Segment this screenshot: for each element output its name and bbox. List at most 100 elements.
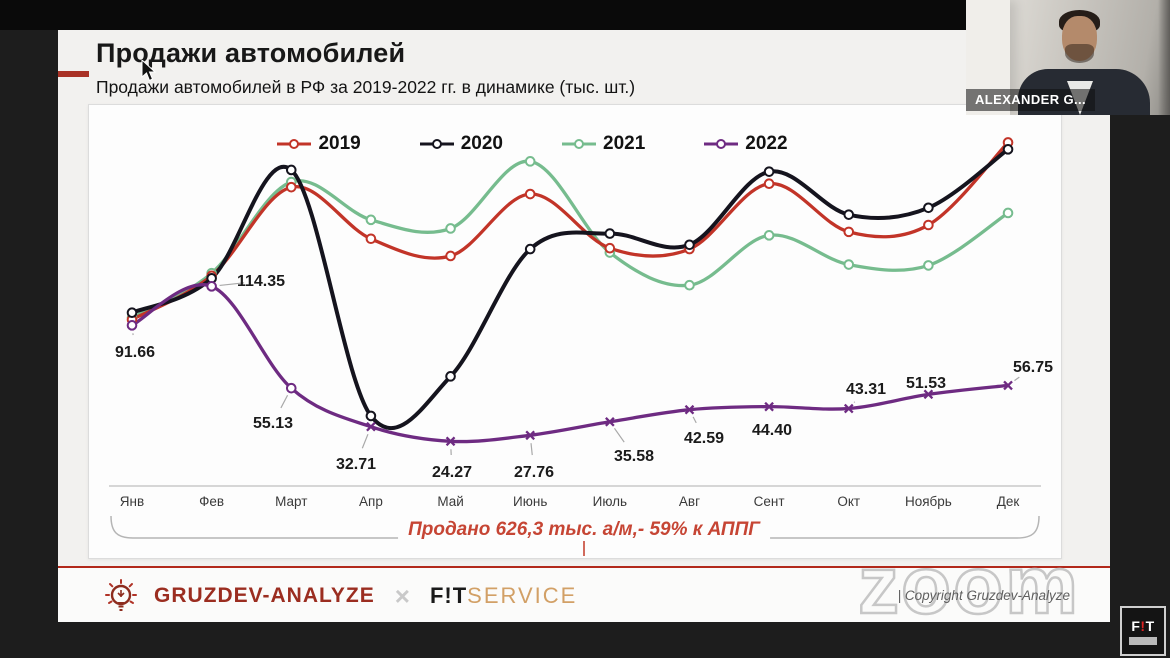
label-leader-line (853, 401, 856, 403)
data-label: 27.76 (514, 464, 554, 481)
slide-title: Продажи автомобилей (96, 38, 406, 68)
data-label: 32.71 (336, 456, 376, 473)
x-tick-label: Дек (997, 494, 1020, 509)
data-point-2021 (524, 156, 536, 167)
data-point-2022 (764, 401, 774, 412)
data-point-2020 (923, 202, 934, 214)
legend-label: 2020 (460, 133, 503, 154)
data-point-2019 (604, 242, 616, 254)
legend-label: 2021 (603, 133, 646, 154)
fit-logo-subtext (1129, 636, 1157, 645)
data-label: 114.35 (237, 273, 285, 290)
x-tick-label: Сент (754, 494, 785, 509)
legend-item-2020: 2020 (419, 133, 503, 155)
data-label: 56.75 (1013, 359, 1053, 376)
x-tick-label: Март (275, 494, 307, 509)
gruzdev-analyze-logo: GRUZDEV-ANALYZE (154, 584, 375, 607)
data-point-2019 (843, 226, 855, 238)
legend-label: 2019 (318, 133, 361, 154)
legend-item-2022: 2022 (703, 133, 788, 155)
x-tick-label: Янв (120, 494, 144, 509)
data-point-2020 (126, 307, 138, 319)
label-leader-line (280, 394, 289, 409)
data-point-2019 (524, 188, 536, 200)
label-leader-line (1014, 376, 1020, 382)
data-point-2021 (445, 223, 456, 234)
legend-marker-icon (419, 139, 454, 149)
slide-footer: GRUZDEV-ANALYZE × F!TSERVICE | Copyright… (58, 566, 1110, 622)
chart-panel: Янв Фев Март Апр Май Июнь Июль Авг Сент Окт Ноябрь… (88, 104, 1062, 559)
legend-label: 2022 (745, 133, 788, 154)
data-point-2020 (445, 371, 456, 382)
x-tick-label: Май (437, 494, 463, 509)
data-point-2022 (923, 389, 934, 400)
data-point-2022 (1003, 380, 1013, 391)
data-point-2021 (1002, 207, 1014, 219)
video-thumbnail[interactable]: ALEXANDER G... (966, 0, 1170, 115)
lightbulb-icon (105, 579, 137, 611)
label-leader-line (219, 282, 245, 287)
copyright-text: | Copyright Gruzdev-Analyze (897, 588, 1070, 603)
label-leader-line (613, 427, 625, 443)
fitservice-logo: F!TSERVICE (429, 583, 578, 608)
data-point-2021 (684, 279, 695, 291)
footer-brands: GRUZDEV-ANALYZE × F!TSERVICE (102, 576, 577, 616)
sales-line-chart: Янв Фев Март Апр Май Июнь Июль Авг Сент Окт Ноябрь… (109, 137, 1053, 556)
x-tick-label: Фев (199, 494, 224, 509)
data-point-2020 (604, 228, 616, 239)
x-tick-label: Ноябрь (905, 494, 952, 509)
data-point-2019 (763, 178, 775, 190)
series-line-2022 (130, 283, 1010, 444)
cross-separator: × (394, 580, 410, 611)
legend-item-2019: 2019 (276, 133, 361, 155)
data-label: 55.13 (253, 415, 293, 432)
data-point-2020 (1002, 144, 1014, 155)
legend-marker-icon (562, 139, 596, 149)
data-point-2020 (843, 209, 855, 220)
data-point-2021 (365, 214, 377, 226)
data-point-2020 (524, 243, 536, 255)
data-point-2022 (366, 421, 376, 432)
label-leader-line (692, 416, 697, 424)
data-point-2019 (285, 181, 297, 193)
data-label: 42.59 (684, 430, 724, 447)
data-point-2019 (923, 219, 934, 231)
label-leader-line (530, 443, 533, 456)
label-leader-line (361, 433, 369, 449)
x-tick-label: Авг (679, 494, 700, 509)
x-tick-label: Окт (837, 494, 860, 509)
data-point-2021 (843, 259, 855, 270)
x-tick-label: Апр (359, 494, 383, 509)
data-label: 51.53 (906, 375, 946, 392)
data-point-2022 (605, 416, 615, 427)
slide-subtitle: Продажи автомобилей в РФ за 2019-2022 гг… (96, 77, 636, 97)
data-point-2020 (763, 166, 775, 177)
participant-beard (1065, 44, 1094, 63)
data-point-2020 (365, 410, 377, 422)
mouse-cursor-icon (141, 60, 157, 82)
data-point-2020 (285, 164, 297, 176)
chart-legend: 2019 2020 2021 2022 (46, 133, 1018, 155)
data-point-2022 (206, 281, 217, 292)
data-point-2021 (923, 260, 934, 271)
data-point-2022 (285, 382, 297, 394)
series-line-2019 (130, 140, 1010, 322)
legend-marker-icon (704, 139, 739, 149)
fit-corner-logo: F!T (1120, 606, 1166, 656)
data-point-2021 (763, 230, 775, 241)
title-accent-dash (58, 71, 89, 77)
data-point-2022 (684, 404, 695, 415)
data-point-2019 (445, 250, 456, 262)
data-label: 44.40 (752, 422, 792, 439)
data-point-2022 (843, 403, 854, 414)
data-point-2020 (684, 239, 695, 251)
data-point-2022 (126, 320, 138, 331)
data-label: 24.27 (432, 464, 472, 481)
participant-name-tag: ALEXANDER G... (966, 89, 1096, 111)
legend-marker-icon (277, 139, 312, 149)
data-label: 43.31 (846, 381, 886, 398)
data-point-2022 (525, 430, 536, 441)
legend-item-2021: 2021 (561, 133, 645, 155)
wall-shadow (1158, 0, 1170, 115)
